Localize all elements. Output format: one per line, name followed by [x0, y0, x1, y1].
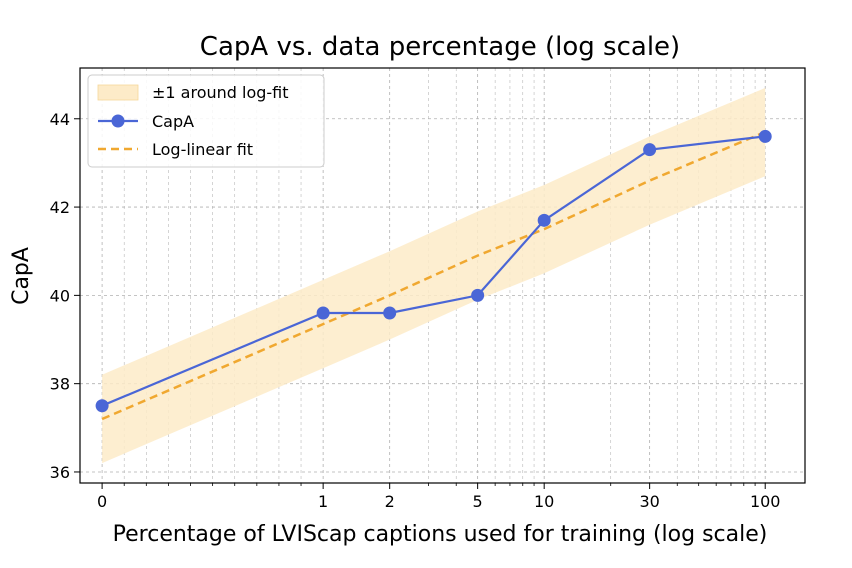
capa-point: [643, 143, 657, 157]
y-tick-label: 44: [50, 110, 70, 129]
x-tick-label: 1: [318, 492, 328, 511]
y-tick-label: 36: [50, 463, 70, 482]
legend-fit-label: Log-linear fit: [152, 140, 253, 159]
legend: ±1 around log-fit CapA Log-linear fit: [87, 74, 325, 168]
x-tick-label: 2: [385, 492, 395, 511]
capa-point: [758, 129, 772, 143]
legend-box: [87, 74, 325, 168]
x-tick-label: 30: [639, 492, 659, 511]
chart-title: CapA vs. data percentage (log scale): [200, 32, 680, 62]
x-tick-label: 10: [534, 492, 554, 511]
capa-point: [383, 306, 397, 320]
capa-series-layer: [95, 129, 772, 413]
legend-capa-label: CapA: [152, 112, 194, 131]
y-axis-label: CapA: [9, 247, 34, 305]
y-tick-label: 42: [50, 198, 70, 217]
legend-band-label: ±1 around log-fit: [152, 83, 289, 102]
x-tick-label: 5: [473, 492, 483, 511]
plot-frame: [79, 67, 806, 484]
fit-line: [101, 130, 766, 421]
fit-band: [102, 87, 766, 464]
axes: 0 1 2 5 10 30 100 36 38 40 42 44: [50, 67, 806, 511]
x-axis-label: Percentage of LVIScap captions used for …: [113, 522, 768, 547]
x-tick-label: 100: [750, 492, 781, 511]
legend-band-swatch: [97, 84, 139, 101]
capa-point: [95, 399, 109, 413]
fit-band-layer: [102, 87, 766, 464]
capa-point: [537, 213, 551, 227]
fit-line-layer: [101, 130, 766, 421]
legend-capa-marker: [111, 114, 125, 128]
capa-point: [316, 306, 330, 320]
x-tick-label: 0: [97, 492, 107, 511]
capa-point: [471, 288, 485, 302]
y-tick-label: 38: [50, 375, 70, 394]
y-tick-label: 40: [50, 286, 70, 305]
